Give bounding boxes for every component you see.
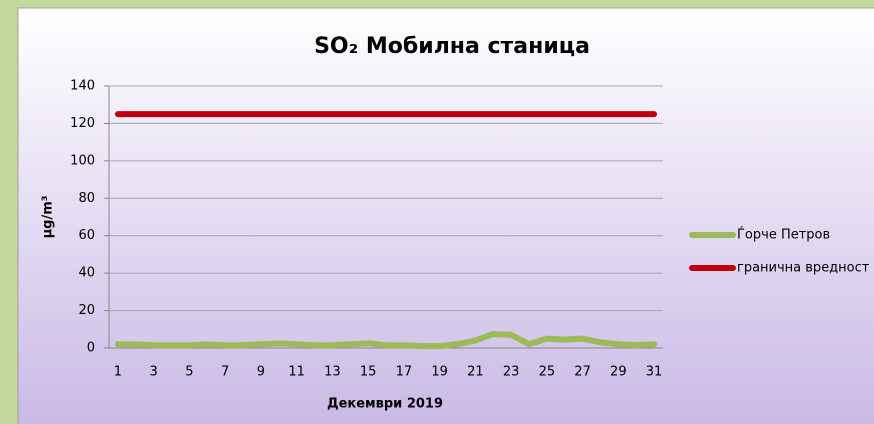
y-tick-label: 20 <box>78 303 95 318</box>
x-tick-label: 5 <box>185 365 193 380</box>
x-tick-label: 9 <box>257 365 265 380</box>
data-line <box>114 330 658 350</box>
y-tick-label: 140 <box>70 79 95 94</box>
x-tick-label: 19 <box>431 365 448 380</box>
x-tick-label: 15 <box>360 365 377 380</box>
x-tick-label: 3 <box>150 365 158 380</box>
x-tick-label: 29 <box>610 365 627 380</box>
x-tick-label: 21 <box>467 365 484 380</box>
x-tick-label: 27 <box>574 365 591 380</box>
legend-label: гранична вредност <box>737 261 870 276</box>
y-axis-title: µg/m³ <box>41 196 56 239</box>
y-tick-label: 80 <box>78 191 95 206</box>
x-tick-label: 11 <box>288 365 305 380</box>
x-tick-label: 1 <box>114 365 122 380</box>
y-tick-label: 120 <box>70 116 95 131</box>
x-tick-label: 23 <box>503 365 520 380</box>
y-tick-label: 0 <box>87 341 95 356</box>
y-tick-label: 60 <box>78 228 95 243</box>
x-axis-title: Декември 2019 <box>327 397 443 412</box>
chart-panel <box>17 7 874 424</box>
x-tick-label: 17 <box>396 365 413 380</box>
x-tick-label: 31 <box>646 365 663 380</box>
y-tick-label: 100 <box>70 153 95 168</box>
chart-title: SO₂ Мобилна станица <box>314 34 590 59</box>
x-tick-label: 13 <box>324 365 341 380</box>
x-tick-label: 7 <box>221 365 229 380</box>
legend-label: Ѓорче Петров <box>737 227 830 243</box>
y-tick-label: 40 <box>78 266 95 281</box>
x-tick-label: 25 <box>539 365 556 380</box>
